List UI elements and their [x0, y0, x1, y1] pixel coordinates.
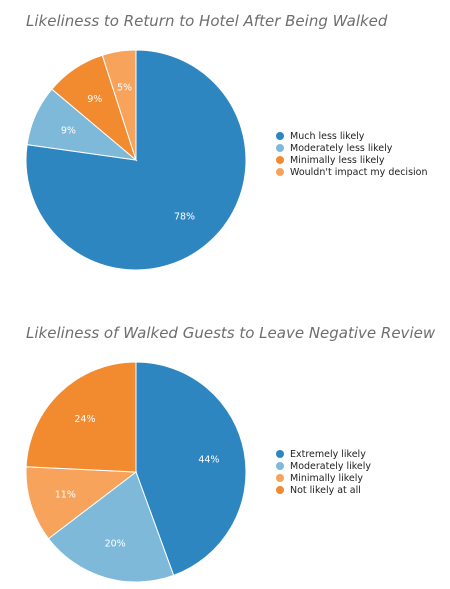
- legend-swatch-icon: [276, 132, 284, 140]
- legend-swatch-icon: [276, 486, 284, 494]
- slice-data-label: 20%: [105, 539, 126, 550]
- chart-legend: Extremely likely Moderately likely Minimal…: [276, 448, 371, 496]
- legend-label: Minimally likely: [290, 472, 364, 484]
- slice-data-label: 5%: [117, 82, 132, 93]
- legend-item[interactable]: Moderately less likely: [276, 142, 428, 154]
- legend-swatch-icon: [276, 156, 284, 164]
- legend-item[interactable]: Wouldn't impact my decision: [276, 166, 428, 178]
- legend-label: Moderately less likely: [290, 142, 393, 154]
- legend-swatch-icon: [276, 474, 284, 482]
- legend-item[interactable]: Extremely likely: [276, 448, 371, 460]
- legend-label: Extremely likely: [290, 448, 366, 460]
- pie-slice-minimally-likely: [25, 466, 138, 540]
- pie-plot: 78% 9% 9% 5%: [25, 49, 247, 271]
- chart-title: Likeliness to Return to Hotel After Bein…: [26, 12, 388, 30]
- slice-data-label: 9%: [87, 94, 102, 105]
- slice-data-label: 24%: [74, 414, 95, 425]
- slice-data-label: 78%: [174, 211, 195, 222]
- legend-label: Minimally less likely: [290, 154, 385, 166]
- legend-label: Much less likely: [290, 130, 365, 142]
- legend-item[interactable]: Much less likely: [276, 130, 428, 142]
- legend-swatch-icon: [276, 462, 284, 470]
- pie-slice-not-likely-at-all: [25, 361, 137, 473]
- legend-label: Moderately likely: [290, 460, 372, 472]
- legend-item[interactable]: Not likely at all: [276, 484, 371, 496]
- legend-swatch-icon: [276, 450, 284, 458]
- chart-legend: Much less likely Moderately less likely Mi…: [276, 130, 428, 178]
- pie-chart-negative-review-likeliness: Likeliness of Walked Guests to Leave Neg…: [0, 318, 450, 589]
- legend-item[interactable]: Minimally likely: [276, 472, 371, 484]
- slice-data-label: 11%: [55, 489, 76, 500]
- pie-plot: 44% 20% 11% 24%: [25, 361, 247, 583]
- pie-slice-wouldn-t-impact-my-decision: [101, 49, 137, 161]
- legend-swatch-icon: [276, 144, 284, 152]
- pie-slice-extremely-likely: [135, 361, 247, 577]
- legend-label: Wouldn't impact my decision: [290, 166, 428, 178]
- pie-slice-moderately-likely: [47, 471, 175, 583]
- legend-item[interactable]: Moderately likely: [276, 460, 371, 472]
- pie-chart-return-likeliness: Likeliness to Return to Hotel After Bein…: [25, 12, 428, 271]
- legend-swatch-icon: [276, 168, 284, 176]
- chart-title: Likeliness of Walked Guests to Leave Neg…: [26, 324, 436, 342]
- legend-item[interactable]: Minimally less likely: [276, 154, 428, 166]
- slice-data-label: 9%: [61, 125, 76, 136]
- legend-label: Not likely at all: [290, 484, 361, 496]
- slice-data-label: 44%: [198, 455, 219, 466]
